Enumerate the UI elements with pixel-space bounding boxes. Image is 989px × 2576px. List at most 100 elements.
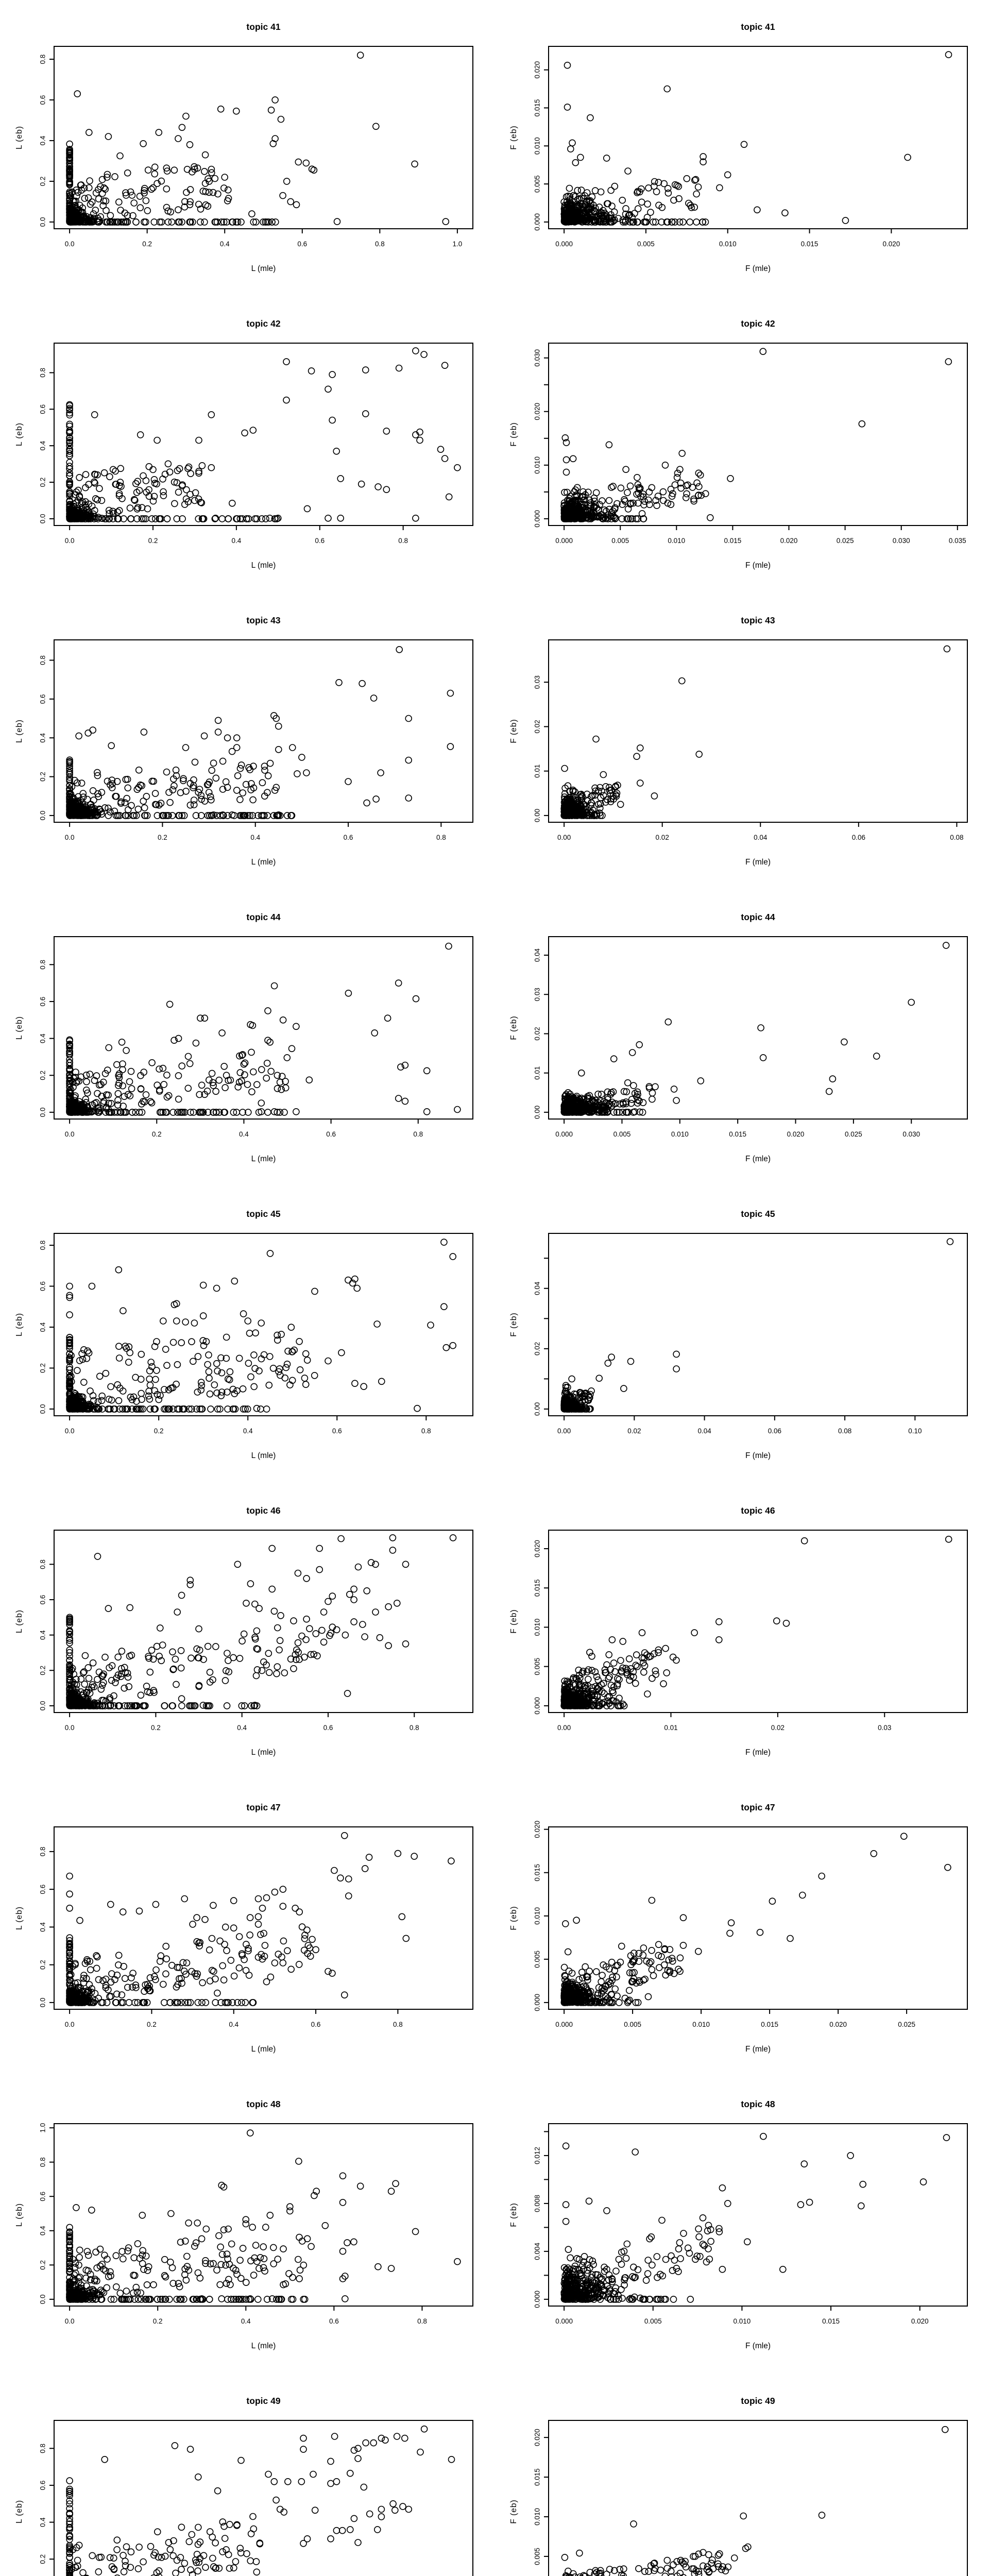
data-point (105, 515, 113, 522)
data-point (141, 1098, 148, 1106)
data-point (241, 1059, 249, 1067)
data-point (140, 472, 147, 480)
data-point (199, 1312, 207, 1319)
data-point (377, 769, 384, 776)
data-point (122, 189, 129, 197)
data-point (675, 195, 683, 202)
data-point (252, 218, 260, 226)
data-point (261, 767, 268, 774)
data-point (622, 205, 629, 212)
data-point (224, 1388, 231, 1396)
scatter-panel-topic-44-F: topic 440.000 0.005 0.010 0.015 0.020 0.025 0.… (494, 890, 989, 1187)
y-tick-label: 0.01 (534, 1066, 541, 1080)
data-point (66, 442, 73, 450)
data-point (642, 218, 649, 226)
data-point (159, 1109, 167, 1116)
y-tick-label: 0.0 (39, 810, 47, 820)
data-point (173, 772, 180, 779)
data-point (211, 175, 219, 182)
data-point (89, 215, 97, 223)
data-point (613, 1109, 621, 1116)
data-point (198, 462, 206, 469)
x-tick-label: 0.025 (845, 1130, 862, 1138)
data-point (196, 786, 203, 793)
data-point (577, 187, 585, 194)
data-point (78, 1109, 86, 1116)
data-point (294, 770, 301, 777)
data-point (283, 812, 291, 819)
data-point (562, 439, 570, 446)
x-axis-label: L (mle) (251, 264, 276, 273)
y-tick-label: 0.4 (39, 733, 47, 742)
data-point (560, 217, 568, 224)
data-point (585, 515, 592, 522)
data-point (587, 197, 594, 205)
y-axis-label: F (eb) (509, 719, 518, 743)
data-point (588, 193, 596, 201)
data-point (580, 805, 587, 812)
data-point (595, 212, 602, 219)
data-point (201, 218, 208, 226)
data-point (94, 471, 101, 479)
data-point (577, 154, 584, 161)
data-point (628, 1049, 636, 1056)
data-point (238, 1077, 245, 1084)
data-point (141, 189, 148, 197)
data-point (140, 798, 147, 805)
data-point (214, 728, 222, 736)
y-tick-label: 0.000 (534, 510, 541, 528)
data-point (114, 508, 121, 516)
data-point (647, 209, 654, 216)
data-point (66, 501, 73, 508)
data-point (218, 1388, 226, 1396)
data-point (145, 493, 153, 500)
data-point (228, 748, 236, 755)
data-point (204, 202, 212, 210)
data-point (624, 489, 631, 496)
y-tick-label: 0.8 (39, 655, 47, 665)
data-point (651, 792, 658, 800)
data-point (88, 198, 96, 206)
data-point (150, 493, 158, 500)
data-point (303, 1357, 311, 1364)
data-point (244, 1405, 251, 1413)
data-points (66, 52, 450, 226)
data-point (236, 1069, 244, 1076)
data-point (597, 188, 605, 196)
data-point (634, 189, 641, 196)
data-point (579, 207, 587, 214)
data-point (279, 192, 286, 199)
data-point (598, 1104, 606, 1111)
data-point (329, 416, 336, 424)
data-point (239, 1109, 246, 1116)
data-point (93, 1405, 101, 1413)
data-point (288, 812, 296, 819)
data-point (302, 1381, 310, 1388)
data-point (138, 1109, 146, 1116)
data-point (149, 497, 157, 505)
data-point (626, 211, 634, 218)
data-point (693, 190, 700, 198)
data-point (107, 1383, 114, 1391)
data-point (111, 1405, 118, 1413)
data-point (115, 1354, 123, 1362)
data-point (182, 787, 190, 795)
data-point (287, 1324, 295, 1331)
data-point (405, 794, 413, 802)
data-point (605, 497, 613, 504)
data-point (228, 218, 236, 226)
data-point (287, 198, 295, 206)
data-point (221, 1084, 229, 1091)
data-point (102, 1109, 110, 1116)
data-point (74, 779, 81, 787)
y-tick-label: 0.4 (39, 135, 47, 145)
data-point (197, 205, 204, 213)
data-point (66, 1056, 73, 1063)
data-point (154, 180, 161, 188)
data-point (133, 786, 141, 793)
data-point (249, 1022, 257, 1029)
data-point (217, 1392, 225, 1399)
data-point (602, 799, 609, 806)
data-point (667, 501, 675, 509)
data-point (199, 1109, 207, 1116)
